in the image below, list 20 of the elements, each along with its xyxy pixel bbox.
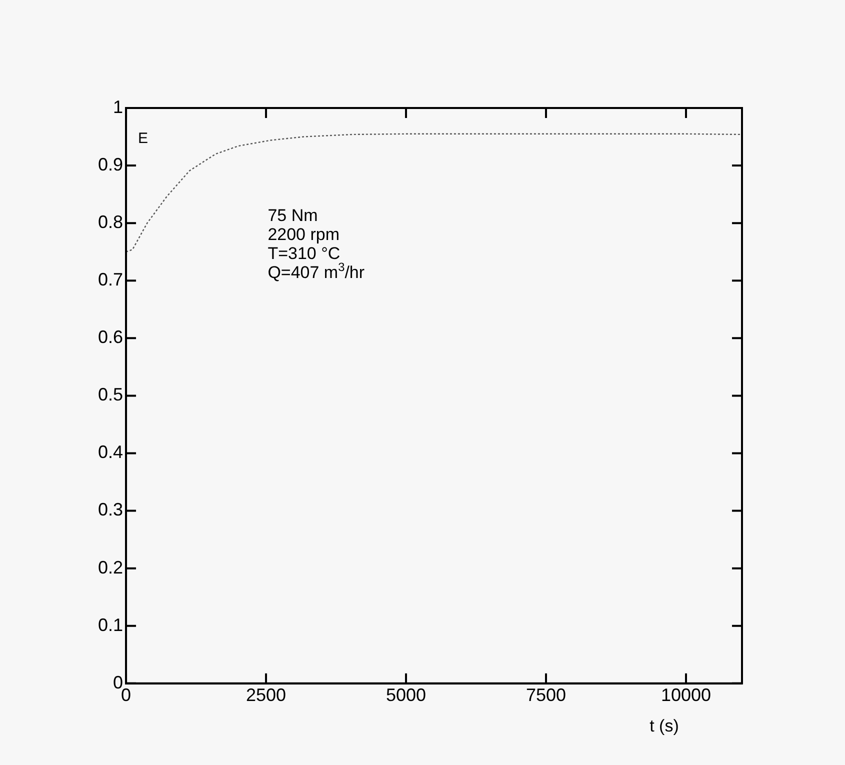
y-tick-label: 0.4	[98, 442, 124, 462]
x-tick-label: 10000	[660, 685, 712, 706]
annotation: 75 Nm	[268, 206, 318, 225]
y-tick-label: 0	[113, 672, 124, 692]
y-tick-label: 0.3	[98, 500, 124, 520]
y-tick-label: 0.9	[98, 154, 124, 175]
y-tick-label: 0.1	[98, 614, 124, 635]
y-tick-label: 0.7	[98, 270, 124, 290]
y-tick-label: 0.5	[98, 384, 124, 405]
annotation: T=310 °C	[268, 244, 340, 263]
annotation: 2200 rpm	[268, 225, 340, 244]
x-tick-label: 2500	[246, 685, 286, 706]
x-tick-label: 7500	[526, 685, 566, 706]
x-axis-title: t (s)	[650, 716, 679, 736]
y-axis-title: E	[138, 130, 148, 147]
y-tick-label: 0.8	[98, 212, 124, 232]
y-tick-label: 0.6	[98, 327, 124, 348]
y-tick-label: 1	[113, 96, 124, 117]
y-tick-label: 0.2	[98, 557, 124, 578]
x-tick-label: 5000	[386, 685, 426, 706]
